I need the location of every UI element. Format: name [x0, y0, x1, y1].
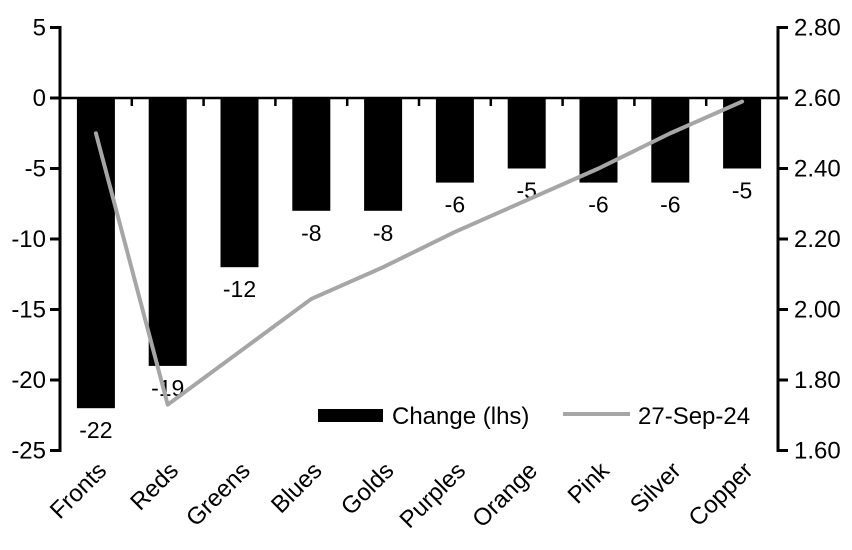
y-axis-right-tick-label: 2.80 — [794, 15, 841, 42]
bar-value-label: -6 — [588, 192, 608, 218]
bar — [148, 98, 187, 366]
y-axis-left-tick-label: -15 — [11, 297, 46, 324]
y-axis-left-tick-label: 5 — [33, 15, 46, 42]
category-label: Blues — [266, 457, 328, 519]
bar — [723, 98, 762, 169]
category-label: Copper — [684, 457, 759, 532]
y-axis-right-tick-label: 1.60 — [794, 438, 841, 465]
y-axis-right-tick-label: 2.20 — [794, 226, 841, 253]
bar-value-label: -6 — [445, 192, 465, 218]
category-label: Pink — [563, 456, 616, 509]
category-label: Fronts — [45, 457, 112, 524]
bar — [507, 98, 546, 169]
bar — [220, 98, 259, 268]
bar — [364, 98, 403, 211]
bar-value-label: -12 — [223, 276, 256, 302]
legend-bar-swatch — [318, 409, 383, 422]
y-axis-right-tick-label: 2.60 — [794, 85, 841, 112]
category-label: Greens — [181, 457, 256, 532]
y-axis-left-tick-label: -10 — [11, 226, 46, 253]
y-axis-left-tick-label: -20 — [11, 367, 46, 394]
y-axis-right-tick-label: 1.80 — [794, 367, 841, 394]
y-axis-right-tick-label: 2.40 — [794, 156, 841, 183]
bar-value-label: -22 — [79, 417, 112, 443]
category-label: Silver — [625, 457, 687, 519]
bar — [292, 98, 331, 211]
category-label: Golds — [336, 457, 399, 520]
bar — [435, 98, 474, 183]
y-axis-left-tick-label: 0 — [33, 85, 46, 112]
bar-value-label: -8 — [301, 220, 321, 246]
trend-line — [93, 99, 745, 407]
y-axis-left-tick-label: -5 — [25, 156, 46, 183]
bar-value-label: -5 — [732, 178, 752, 204]
bar — [76, 98, 115, 409]
legend-label-date: 27-Sep-24 — [638, 403, 750, 430]
bar-value-label: -8 — [373, 220, 393, 246]
legend-label-change: Change (lhs) — [392, 403, 529, 430]
y-axis-left-tick-label: -25 — [11, 438, 46, 465]
bar-value-label: -6 — [660, 192, 680, 218]
y-axis-right-tick-label: 2.00 — [794, 297, 841, 324]
category-label: Purples — [395, 457, 472, 534]
category-label: Orange — [467, 457, 543, 533]
category-label: Reds — [125, 457, 184, 516]
